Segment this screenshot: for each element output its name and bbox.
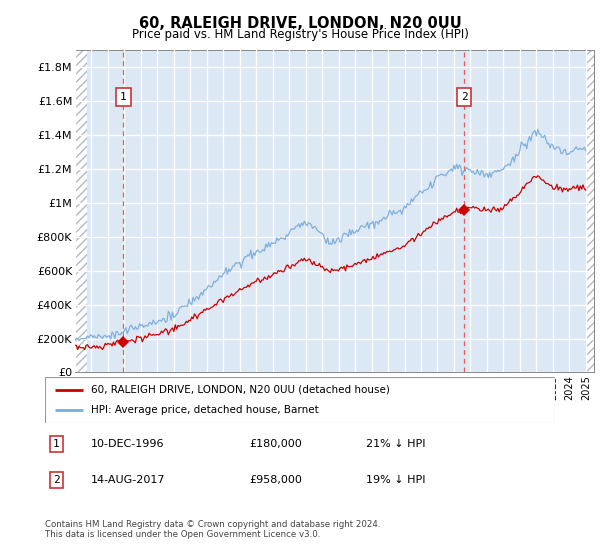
Text: 60, RALEIGH DRIVE, LONDON, N20 0UU: 60, RALEIGH DRIVE, LONDON, N20 0UU (139, 16, 461, 31)
Text: 60, RALEIGH DRIVE, LONDON, N20 0UU (detached house): 60, RALEIGH DRIVE, LONDON, N20 0UU (deta… (91, 385, 390, 395)
Text: £958,000: £958,000 (249, 475, 302, 485)
Text: Contains HM Land Registry data © Crown copyright and database right 2024.
This d: Contains HM Land Registry data © Crown c… (45, 520, 380, 539)
Text: 2: 2 (53, 475, 59, 485)
Text: 1: 1 (120, 92, 127, 102)
Text: 14-AUG-2017: 14-AUG-2017 (91, 475, 166, 485)
Text: 1: 1 (53, 439, 59, 449)
Text: £180,000: £180,000 (249, 439, 302, 449)
Text: 21% ↓ HPI: 21% ↓ HPI (366, 439, 426, 449)
FancyBboxPatch shape (45, 377, 555, 423)
Text: Price paid vs. HM Land Registry's House Price Index (HPI): Price paid vs. HM Land Registry's House … (131, 28, 469, 41)
Text: HPI: Average price, detached house, Barnet: HPI: Average price, detached house, Barn… (91, 405, 319, 415)
Text: 19% ↓ HPI: 19% ↓ HPI (366, 475, 426, 485)
Bar (586, 50, 594, 372)
Text: 2: 2 (461, 92, 467, 102)
Text: 10-DEC-1996: 10-DEC-1996 (91, 439, 164, 449)
Bar (75, 50, 88, 372)
